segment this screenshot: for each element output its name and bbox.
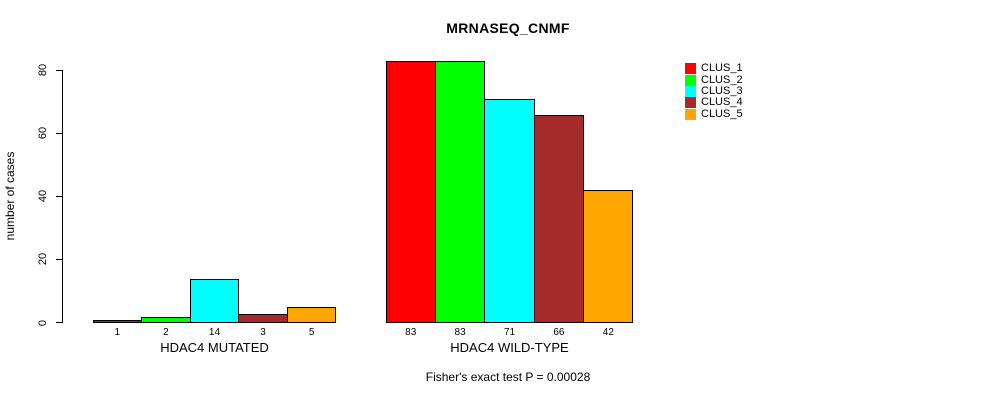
legend-swatch [685,63,696,75]
y-tick [56,195,62,197]
bar [238,314,288,323]
legend: CLUS_1 CLUS_2 CLUS_3 CLUS_4 CLUS_5 [685,63,743,120]
legend-item: CLUS_3 [685,84,743,97]
y-tick [56,69,62,71]
bar-value-label: 83 [405,327,417,338]
y-axis-title: number of cases [3,151,17,241]
y-tick-label: 0 [37,319,49,326]
legend-label: CLUS_3 [701,84,743,97]
bar [582,190,634,323]
legend-item: CLUS_2 [685,73,743,86]
group-label: HDAC4 WILD-TYPE [450,340,569,355]
annotation-text: Fisher's exact test P = 0.00028 [425,370,591,384]
legend-swatch [685,97,696,109]
legend-label: CLUS_2 [701,73,743,86]
bar-value-label: 14 [208,327,221,338]
bar [93,320,143,323]
bar-value-row: 83 83 71 66 42 [386,327,633,338]
bar [386,61,437,323]
legend-item: CLUS_4 [685,96,743,109]
y-tick [56,258,62,260]
y-tick [56,132,62,134]
bar-value-label: 3 [260,327,266,338]
y-tick [56,322,62,323]
bar-value-label: 83 [454,327,466,338]
legend-item: CLUS_1 [685,62,743,75]
chart-title: MRNASEQ_CNMF [446,20,570,36]
bar-value-label: 71 [503,327,516,338]
legend-label: CLUS_1 [701,62,743,75]
y-tick-label: 60 [37,127,49,140]
bar-value-label: 42 [602,327,614,338]
bar-value-label: 5 [308,327,315,338]
bar [533,115,584,323]
bar [189,279,240,323]
bar-group [386,61,634,323]
legend-swatch [685,108,696,120]
bar-value-label: 2 [163,327,169,338]
bar [286,307,337,323]
y-tick-label: 80 [37,63,49,77]
y-tick-label: 40 [37,190,49,203]
legend-item: CLUS_5 [685,107,743,120]
y-axis-line [62,70,63,323]
group-label: HDAC4 MUTATED [160,340,269,355]
bar [484,99,535,323]
legend-label: CLUS_4 [701,96,743,109]
bar-value-row: 1 2 14 3 5 [93,327,336,338]
legend-label: CLUS_5 [701,107,743,120]
bar-value-label: 1 [114,327,121,338]
y-tick-label: 20 [37,253,49,266]
bar [141,317,191,323]
legend-swatch [685,85,696,97]
legend-swatch [685,74,696,86]
bar-group [93,279,337,323]
bar-value-label: 66 [553,327,565,338]
bar [435,61,486,323]
